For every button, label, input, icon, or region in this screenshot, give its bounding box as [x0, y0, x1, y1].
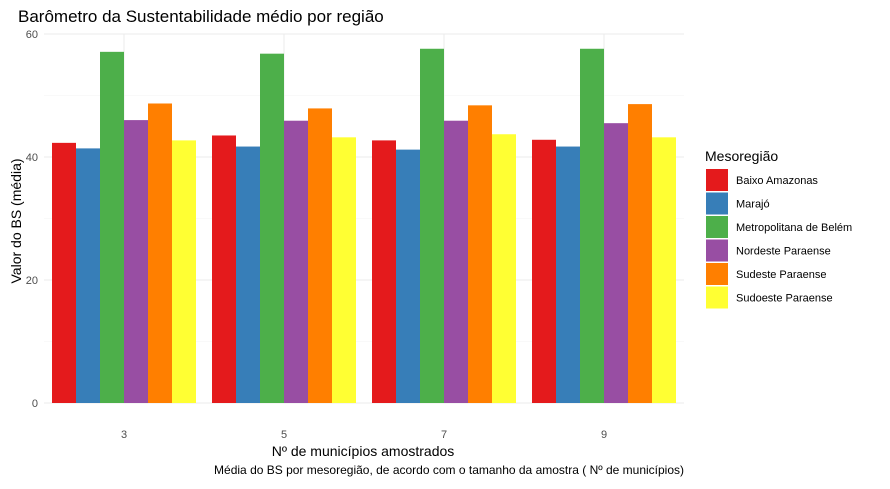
bar [100, 51, 124, 404]
y-tick-labels: 0 20 40 60 [26, 29, 38, 410]
bar [308, 108, 332, 403]
legend-items: Baixo Amazonas Marajó Metropolitana de Bel… [706, 169, 852, 309]
bar [628, 104, 652, 404]
legend-label: Marajó [736, 199, 770, 211]
bar [260, 53, 284, 404]
y-tick-label: 20 [26, 275, 38, 287]
x-tick-labels: 3 5 7 9 [121, 429, 607, 441]
bar [148, 103, 172, 404]
x-axis-label: Nº de municípios amostrados [272, 443, 455, 459]
legend-label: Baixo Amazonas [736, 175, 818, 187]
legend-label: Sudeste Paraense [736, 269, 827, 281]
chart-caption: Média do BS por mesoregião, de acordo co… [214, 463, 684, 477]
legend: Mesoregião Baixo Amazonas Marajó Metropoli… [705, 148, 852, 309]
legend-label: Nordeste Paraense [736, 246, 831, 258]
bar [444, 120, 468, 403]
y-tick-label: 40 [26, 152, 38, 164]
legend-swatch [706, 263, 728, 285]
bar [492, 134, 516, 403]
x-tick-label: 3 [121, 429, 127, 441]
bar [212, 135, 236, 403]
legend-swatch [706, 192, 728, 215]
bar [396, 149, 420, 403]
legend-title: Mesoregião [705, 148, 778, 164]
bar [532, 139, 556, 403]
bar [652, 137, 676, 403]
bar [236, 146, 260, 404]
y-axis-label: Valor do BS (média) [8, 158, 24, 283]
legend-swatch [706, 216, 728, 238]
bar [580, 48, 604, 403]
bar [556, 146, 580, 404]
legend-swatch [706, 286, 728, 309]
bar [420, 48, 444, 403]
bar [332, 137, 356, 403]
bar [52, 142, 76, 404]
bar [76, 148, 100, 403]
bar [284, 120, 308, 403]
chart-title: Barômetro da Sustentabilidade médio por … [18, 7, 384, 26]
legend-label: Sudoeste Paraense [736, 293, 833, 305]
bar [604, 123, 628, 404]
legend-swatch [706, 169, 728, 191]
y-tick-label: 60 [26, 29, 38, 41]
y-tick-label: 0 [32, 398, 38, 410]
bar [172, 140, 196, 403]
x-tick-label: 5 [281, 429, 287, 441]
legend-label: Metropolitana de Belém [736, 222, 852, 234]
bar [124, 120, 148, 403]
legend-swatch [706, 239, 728, 262]
bars [52, 48, 676, 404]
x-tick-label: 7 [441, 429, 447, 441]
bar [468, 105, 492, 403]
x-tick-label: 9 [601, 429, 607, 441]
bar [372, 140, 396, 403]
